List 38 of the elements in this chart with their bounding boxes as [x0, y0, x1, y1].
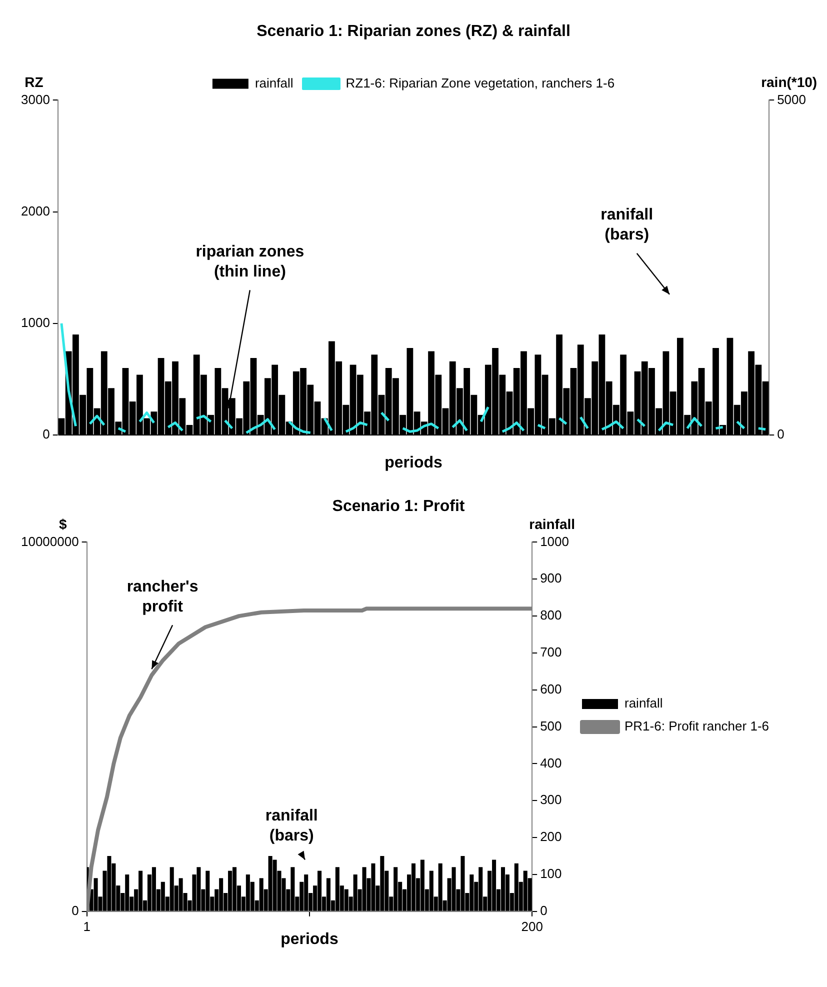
y-tick-label: 2000	[21, 203, 50, 218]
y2-tick-label: 1000	[540, 534, 569, 549]
annotation: ranifall (bars)	[600, 206, 654, 244]
y-axis-title: $	[58, 516, 67, 532]
chart-title: Scenario 1: Profit	[332, 498, 466, 516]
y2-tick-label: 900	[540, 570, 562, 586]
bar	[500, 867, 506, 911]
y-tick-label: 1000	[21, 314, 50, 330]
y2-tick-label: 700	[540, 644, 562, 660]
legend-label: rainfall	[624, 696, 663, 711]
bar	[411, 863, 416, 911]
y2-tick-label: 400	[540, 755, 562, 770]
y2-axis-title: rain(*10)	[761, 74, 818, 90]
y2-tick-label: 200	[540, 829, 562, 844]
x-axis-title: periods	[280, 930, 338, 948]
y-tick-label: 10000000	[20, 534, 79, 549]
y2-tick-label: 300	[540, 792, 562, 808]
y2-tick-label: 100	[540, 866, 562, 882]
y2-tick-label: 5000	[777, 92, 806, 107]
y2-tick-label: 800	[540, 608, 562, 623]
y2-axis-title: rainfall	[529, 516, 576, 532]
legend-label: PR1-6: Profit rancher 1-6	[624, 718, 770, 734]
x-tick-label: 1	[83, 918, 90, 934]
y2-tick-label: 600	[540, 681, 562, 696]
y2-tick-label: 0	[540, 902, 548, 918]
y-tick-label: 0	[42, 426, 50, 442]
bar	[232, 867, 237, 911]
chart-title: Scenario 1: Riparian zones (RZ) & rainfall	[256, 23, 570, 40]
legend-label: RZ1-6: Riparian Zone vegetation, ranchers 1-6	[346, 75, 615, 90]
y-axis-title: RZ	[24, 74, 44, 90]
y2-tick-label: 500	[540, 718, 562, 734]
annotation: riparian zones (thin line)	[196, 244, 304, 281]
annotation: rancher's profit	[126, 578, 198, 616]
y2-tick-label: 0	[777, 426, 784, 442]
x-axis-title: periods	[384, 454, 442, 472]
legend-label: rainfall	[254, 75, 294, 90]
annotation: ranifall (bars)	[265, 807, 318, 844]
y-tick-label: 3000	[21, 92, 50, 107]
